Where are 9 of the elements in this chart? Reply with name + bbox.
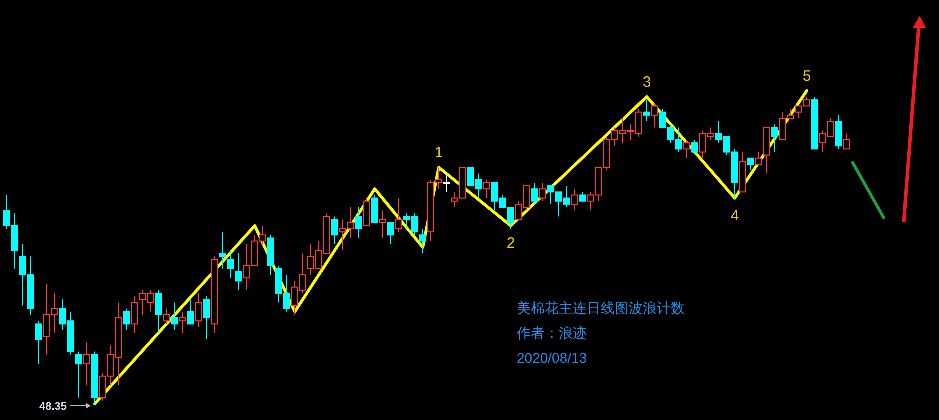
annotation: 1 [434, 144, 444, 162]
text: 5 [802, 68, 812, 85]
annotation: 作者：浪迹 [516, 325, 587, 341]
annotation: 2020/08/13 [517, 350, 588, 366]
text: 3 [642, 74, 652, 91]
annotation: 4 [730, 207, 740, 224]
annotation: 美棉花主连日线图波浪计数 [517, 300, 685, 316]
annotation: 2 [506, 234, 516, 252]
annotation: 48.35 [39, 401, 67, 413]
